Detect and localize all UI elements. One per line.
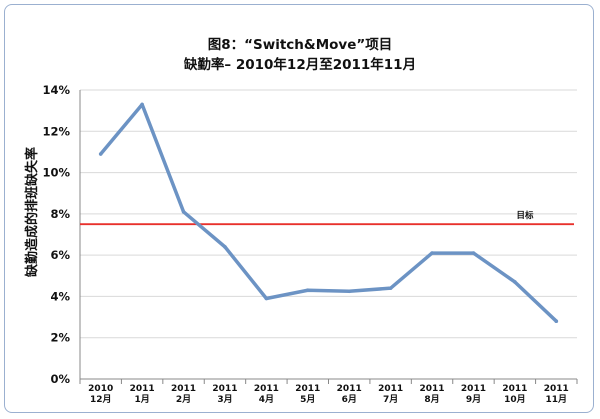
x-tick-label-year: 2011 bbox=[502, 384, 527, 394]
x-tick-label-year: 2011 bbox=[254, 384, 279, 394]
data-point bbox=[388, 286, 393, 290]
data-point bbox=[305, 288, 310, 293]
y-tick-label: 10% bbox=[42, 166, 70, 180]
x-tick-label-month: 4月 bbox=[259, 394, 274, 405]
x-tick-label-year: 2011 bbox=[171, 384, 196, 394]
y-axis-label: 缺勤造成的排班缺失率 bbox=[24, 147, 40, 278]
x-tick-label-month: 7月 bbox=[383, 394, 398, 405]
data-point bbox=[347, 289, 352, 294]
y-tick-label: 12% bbox=[42, 124, 70, 138]
data-point bbox=[513, 280, 517, 284]
x-tick-label-year: 2011 bbox=[420, 384, 445, 394]
y-tick-label: 8% bbox=[50, 207, 70, 221]
x-tick-label-month: 2月 bbox=[176, 394, 191, 405]
data-point bbox=[223, 245, 227, 249]
x-tick-label-month: 9月 bbox=[466, 394, 481, 405]
x-tick-label-month: 6月 bbox=[342, 394, 357, 405]
target-label: 目标 bbox=[516, 210, 534, 221]
x-tick-label-month: 5月 bbox=[300, 394, 315, 405]
x-tick-label-month: 1月 bbox=[134, 394, 149, 405]
x-tick-label-month: 8月 bbox=[424, 394, 439, 405]
x-tick-label-month: 11月 bbox=[546, 394, 568, 405]
x-tick-label-year: 2011 bbox=[461, 384, 486, 394]
chart-frame bbox=[4, 4, 594, 413]
x-tick-label-month: 12月 bbox=[90, 394, 112, 405]
x-tick-label-month: 10月 bbox=[504, 394, 526, 405]
x-tick-label-year: 2011 bbox=[378, 384, 403, 394]
y-tick-label: 0% bbox=[50, 372, 70, 386]
y-tick-label: 2% bbox=[50, 331, 70, 345]
data-point bbox=[264, 296, 269, 301]
data-point bbox=[430, 251, 434, 255]
x-tick-label-year: 2010 bbox=[88, 384, 113, 394]
y-tick-label: 4% bbox=[50, 289, 70, 303]
data-point bbox=[98, 152, 103, 156]
x-tick-label-year: 2011 bbox=[130, 384, 155, 394]
x-tick-label-year: 2011 bbox=[295, 384, 320, 394]
data-point bbox=[140, 102, 144, 107]
x-tick-label-year: 2011 bbox=[212, 384, 237, 394]
series-line bbox=[98, 102, 559, 323]
y-tick-label: 6% bbox=[50, 248, 70, 262]
x-tick-label-month: 3月 bbox=[217, 394, 232, 405]
data-point bbox=[471, 251, 476, 255]
x-tick-label-year: 2011 bbox=[544, 384, 569, 394]
chart-title-line-1: 图8：“Switch&Move”项目 bbox=[207, 37, 393, 53]
x-tick-label-year: 2011 bbox=[337, 384, 362, 394]
y-tick-label: 14% bbox=[42, 83, 70, 97]
data-point bbox=[181, 209, 186, 214]
data-point bbox=[554, 319, 559, 324]
chart-title-line-2: 缺勤率– 2010年12月至2011年11月 bbox=[183, 57, 417, 73]
